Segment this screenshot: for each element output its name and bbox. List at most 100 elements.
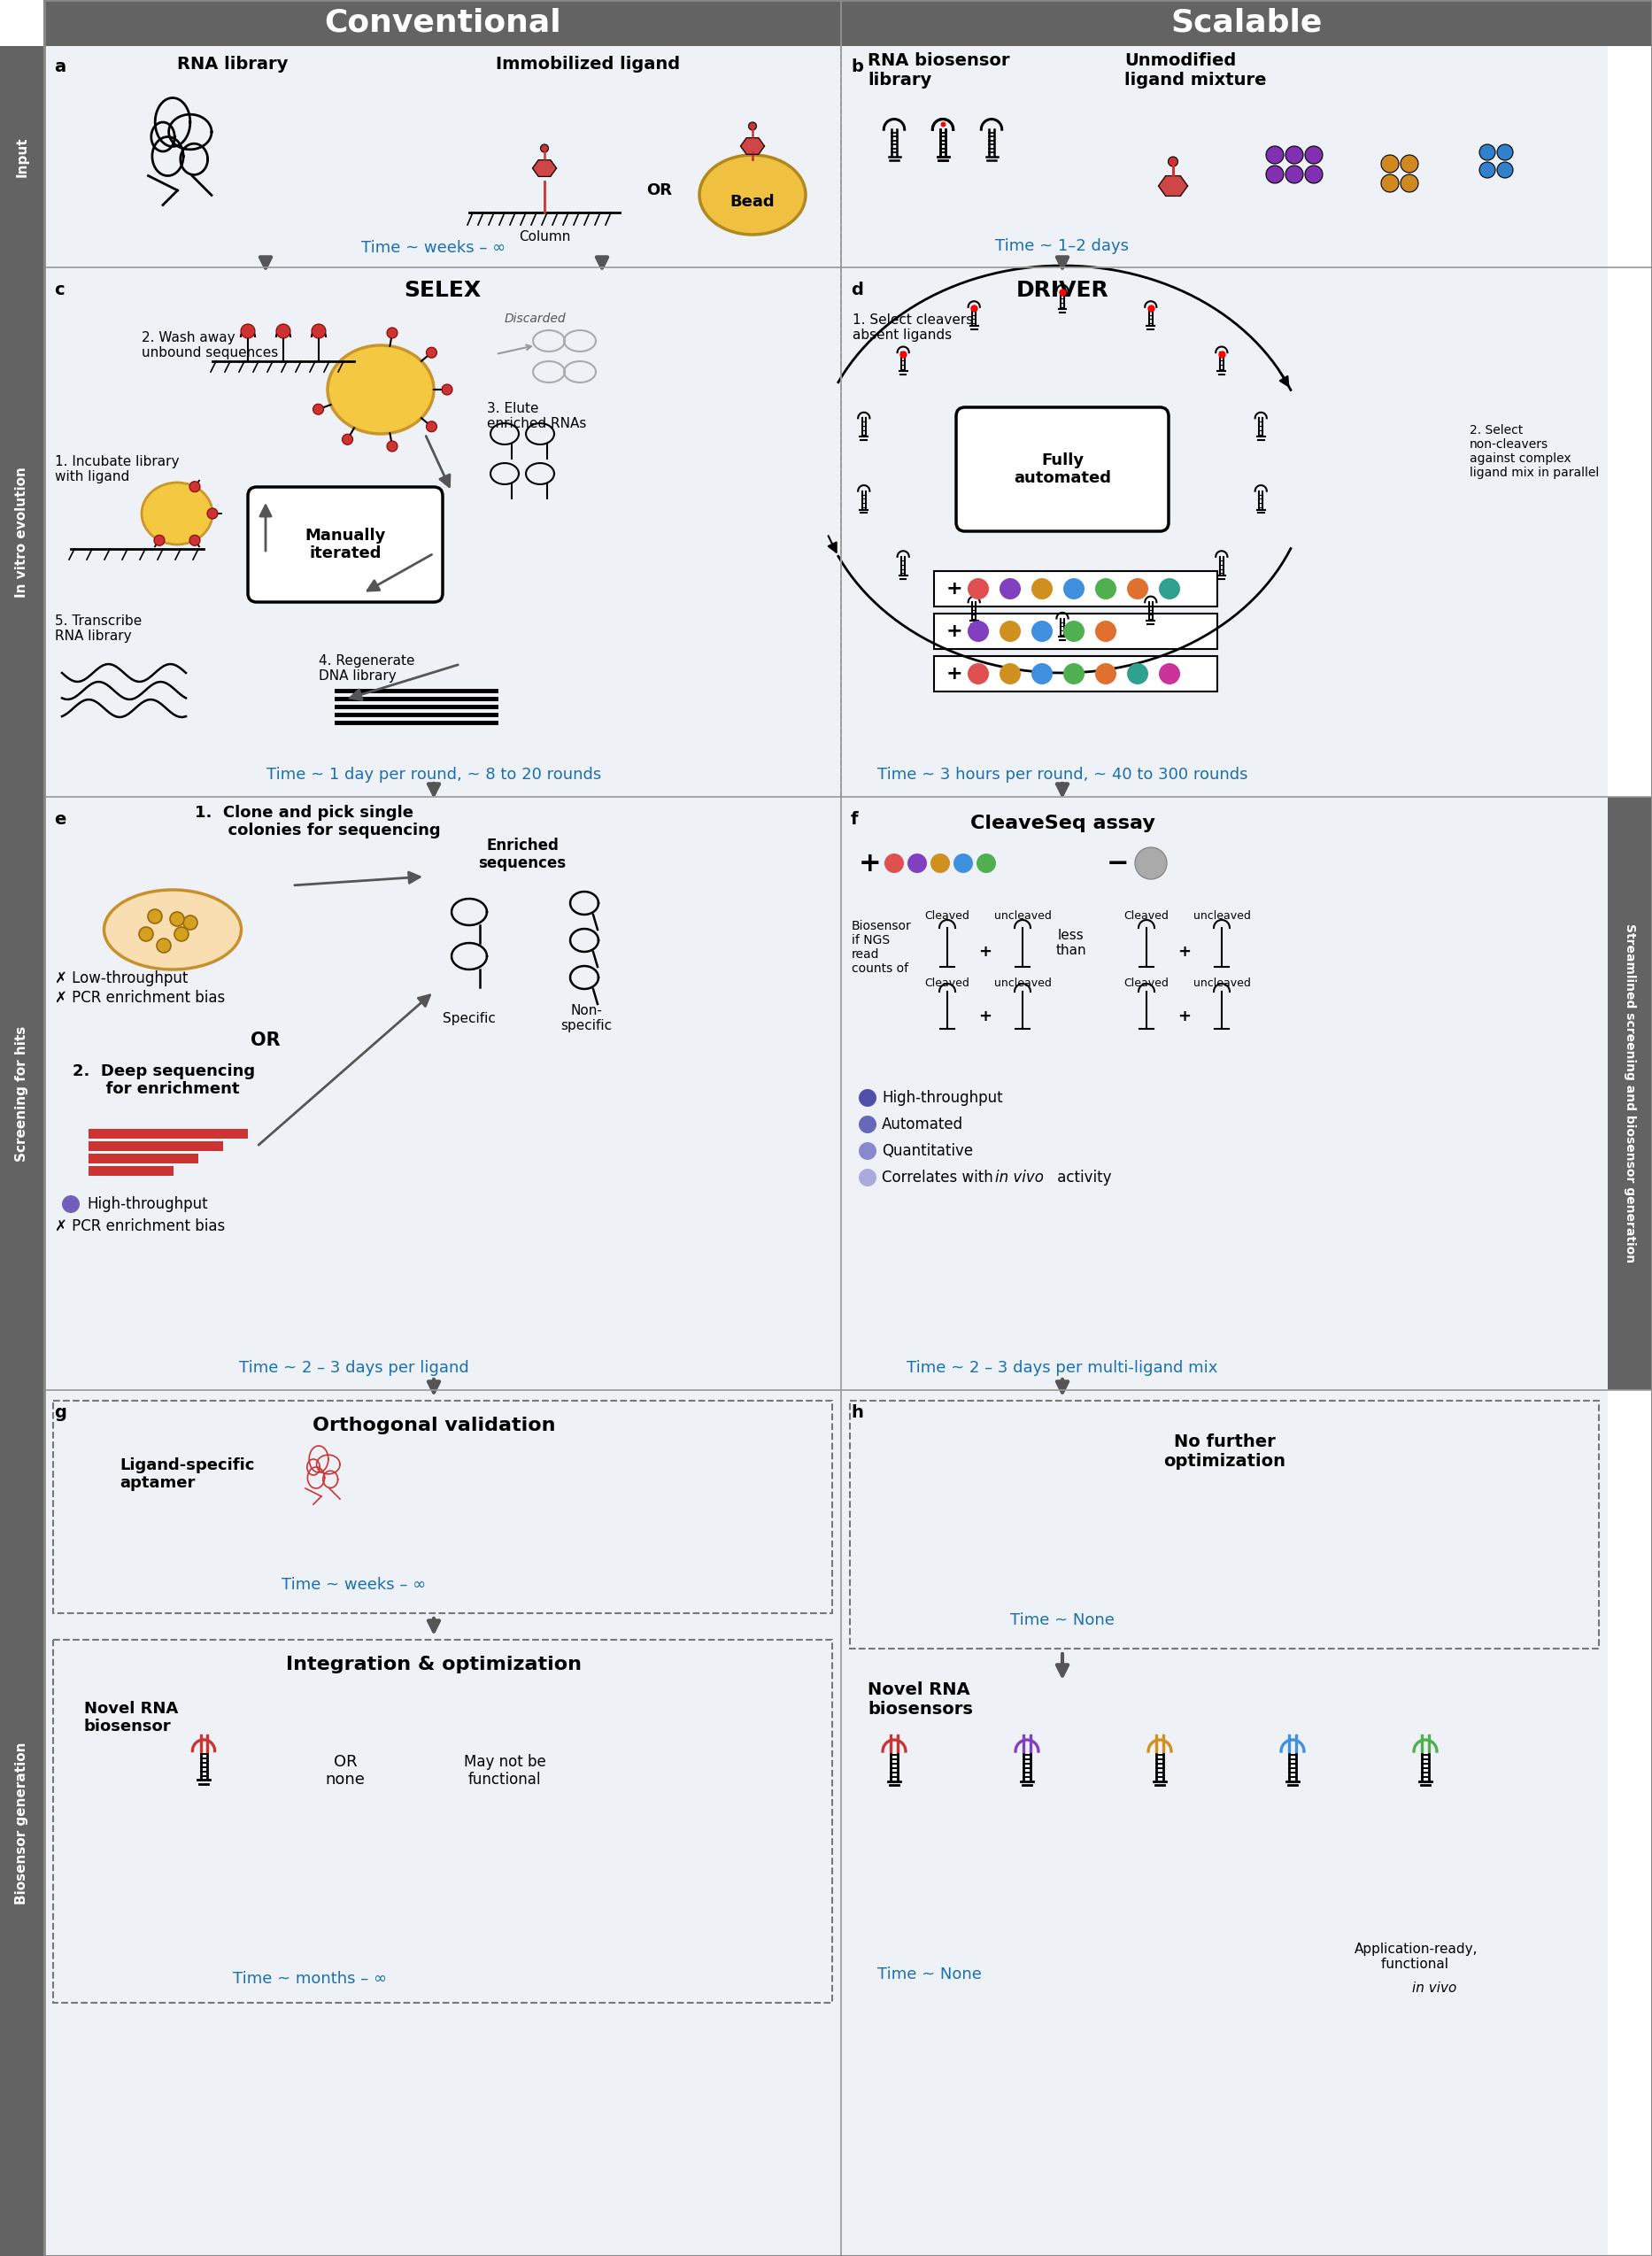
Text: Input: Input	[15, 138, 28, 176]
Text: Streamlined screening and biosensor generation: Streamlined screening and biosensor gene…	[1624, 925, 1635, 1263]
Bar	[0, 45, 45, 268]
Ellipse shape	[1479, 144, 1495, 160]
Text: 1. Select cleavers
absent ligands: 1. Select cleavers absent ligands	[852, 314, 973, 343]
Text: Automated: Automated	[882, 1117, 963, 1133]
Text: Time ~ 2 – 3 days per multi-ligand mix: Time ~ 2 – 3 days per multi-ligand mix	[907, 1360, 1218, 1376]
Circle shape	[1160, 663, 1180, 684]
Circle shape	[976, 853, 996, 873]
Bar	[45, 796, 841, 1390]
Polygon shape	[1158, 176, 1188, 196]
Circle shape	[859, 1142, 877, 1160]
Bar	[0, 796, 45, 1390]
Text: High-throughput: High-throughput	[88, 1196, 208, 1211]
Text: +: +	[947, 580, 963, 598]
Text: less
than: less than	[1056, 929, 1087, 957]
Text: Enriched
sequences: Enriched sequences	[479, 837, 567, 871]
Text: DRIVER: DRIVER	[1016, 280, 1108, 300]
Text: in vivo: in vivo	[1412, 1981, 1457, 1994]
Circle shape	[183, 916, 198, 929]
Ellipse shape	[1401, 174, 1419, 192]
Circle shape	[930, 853, 950, 873]
Bar	[53, 1401, 833, 1613]
Circle shape	[1127, 578, 1148, 600]
Text: Time ~ weeks – ∞: Time ~ weeks – ∞	[282, 1577, 426, 1593]
Circle shape	[441, 384, 453, 395]
Circle shape	[157, 938, 170, 952]
Text: ✗ PCR enrichment bias: ✗ PCR enrichment bias	[55, 990, 225, 1006]
Text: f: f	[851, 810, 859, 828]
Circle shape	[1031, 578, 1052, 600]
Text: ✗ PCR enrichment bias: ✗ PCR enrichment bias	[55, 1218, 225, 1234]
Circle shape	[175, 927, 188, 941]
Text: c: c	[55, 282, 64, 298]
Bar	[45, 268, 841, 796]
Text: SELEX: SELEX	[405, 280, 481, 300]
Bar	[53, 1640, 833, 2003]
Text: OR: OR	[251, 1031, 281, 1049]
Text: g: g	[55, 1403, 66, 1421]
Text: +: +	[1178, 1008, 1191, 1024]
Text: 4. Regenerate
DNA library: 4. Regenerate DNA library	[319, 654, 415, 684]
Circle shape	[312, 325, 325, 338]
Text: Correlates with: Correlates with	[882, 1169, 998, 1187]
Text: activity: activity	[1052, 1169, 1112, 1187]
Circle shape	[859, 1090, 877, 1108]
Ellipse shape	[1479, 162, 1495, 178]
Ellipse shape	[142, 483, 213, 544]
Text: +: +	[859, 851, 882, 875]
Text: uncleaved: uncleaved	[1193, 911, 1251, 923]
Text: Ligand-specific
aptamer: Ligand-specific aptamer	[119, 1457, 254, 1491]
Circle shape	[63, 1196, 79, 1214]
Text: Time ~ 3 hours per round, ~ 40 to 300 rounds: Time ~ 3 hours per round, ~ 40 to 300 ro…	[877, 767, 1247, 783]
Text: Biosensor
if NGS
read
counts of: Biosensor if NGS read counts of	[852, 920, 912, 975]
Circle shape	[276, 325, 291, 338]
Text: Biosensor generation: Biosensor generation	[15, 1742, 28, 1904]
Bar	[89, 1142, 223, 1151]
Text: Screening for hits: Screening for hits	[15, 1026, 28, 1162]
Text: library: library	[867, 72, 932, 88]
Text: Time ~ None: Time ~ None	[877, 1967, 981, 1983]
Circle shape	[1135, 848, 1166, 880]
Text: Discarded: Discarded	[504, 314, 567, 325]
Ellipse shape	[1305, 165, 1323, 183]
Text: Scalable: Scalable	[1171, 9, 1322, 38]
Bar	[841, 1390, 1607, 2256]
Circle shape	[154, 535, 165, 546]
Circle shape	[999, 663, 1021, 684]
Text: Cleaved: Cleaved	[925, 977, 970, 988]
Text: Immobilized ligand: Immobilized ligand	[496, 56, 681, 72]
Bar	[89, 1153, 198, 1164]
Circle shape	[206, 508, 218, 519]
Circle shape	[342, 433, 354, 444]
Text: OR
none: OR none	[325, 1753, 365, 1789]
Bar	[0, 268, 45, 796]
Text: +: +	[947, 666, 963, 684]
Text: ✗ Low-throughput: ✗ Low-throughput	[55, 970, 188, 986]
Text: b: b	[851, 59, 862, 74]
Text: Quantitative: Quantitative	[882, 1144, 973, 1160]
Text: +: +	[978, 943, 991, 959]
Circle shape	[1127, 663, 1148, 684]
Bar	[841, 0, 1652, 45]
Bar	[849, 1401, 1599, 1649]
Text: in vivo: in vivo	[995, 1169, 1044, 1187]
Text: Cleaved: Cleaved	[1123, 977, 1170, 988]
Bar	[841, 268, 1607, 796]
Text: No further
optimization: No further optimization	[1163, 1435, 1285, 1471]
Bar	[45, 0, 841, 45]
Circle shape	[907, 853, 927, 873]
Ellipse shape	[1401, 156, 1419, 174]
Text: May not be
functional: May not be functional	[464, 1753, 545, 1789]
Text: Time ~ 1 day per round, ~ 8 to 20 rounds: Time ~ 1 day per round, ~ 8 to 20 rounds	[266, 767, 601, 783]
Ellipse shape	[104, 889, 241, 970]
Ellipse shape	[1381, 174, 1399, 192]
FancyBboxPatch shape	[248, 487, 443, 602]
Circle shape	[147, 909, 162, 923]
Ellipse shape	[1305, 147, 1323, 165]
Text: RNA library: RNA library	[177, 56, 287, 72]
Bar	[933, 571, 1218, 607]
Text: uncleaved: uncleaved	[1193, 977, 1251, 988]
Text: 2. Select
non-cleavers
against complex
ligand mix in parallel: 2. Select non-cleavers against complex l…	[1470, 424, 1599, 478]
Circle shape	[1031, 663, 1052, 684]
Text: Manually
iterated: Manually iterated	[306, 528, 385, 562]
